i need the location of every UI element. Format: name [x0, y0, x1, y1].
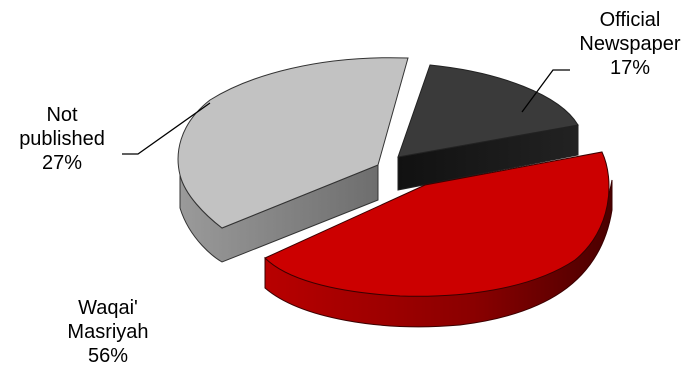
label-line: Masriyah: [67, 321, 149, 343]
leader-line-official: [521, 69, 570, 113]
percent-label: 56%: [87, 345, 129, 367]
label-waqai-masriyah: Waqai' Masriyah 56%: [50, 296, 166, 368]
percent-label: 17%: [609, 57, 651, 79]
pie-slice-waqai-masriyah: [264, 151, 613, 328]
label-line: Official: [599, 9, 661, 31]
label-line: published: [19, 128, 105, 150]
label-not-published: Not published 27%: [0, 103, 124, 175]
label-official-newspaper: Official Newspaper 17%: [560, 8, 700, 80]
leader-line-not-published: [122, 102, 211, 155]
label-line: Not: [46, 104, 78, 126]
pie-slice-official-newspaper: [397, 64, 579, 191]
label-line: Waqai': [78, 297, 138, 319]
percent-label: 27%: [41, 152, 83, 174]
slice-top: [177, 57, 409, 229]
slice-top: [264, 151, 610, 297]
pie-slice-not-published: [177, 57, 409, 263]
slice-top: [397, 64, 579, 158]
label-line: Newspaper: [579, 33, 681, 55]
